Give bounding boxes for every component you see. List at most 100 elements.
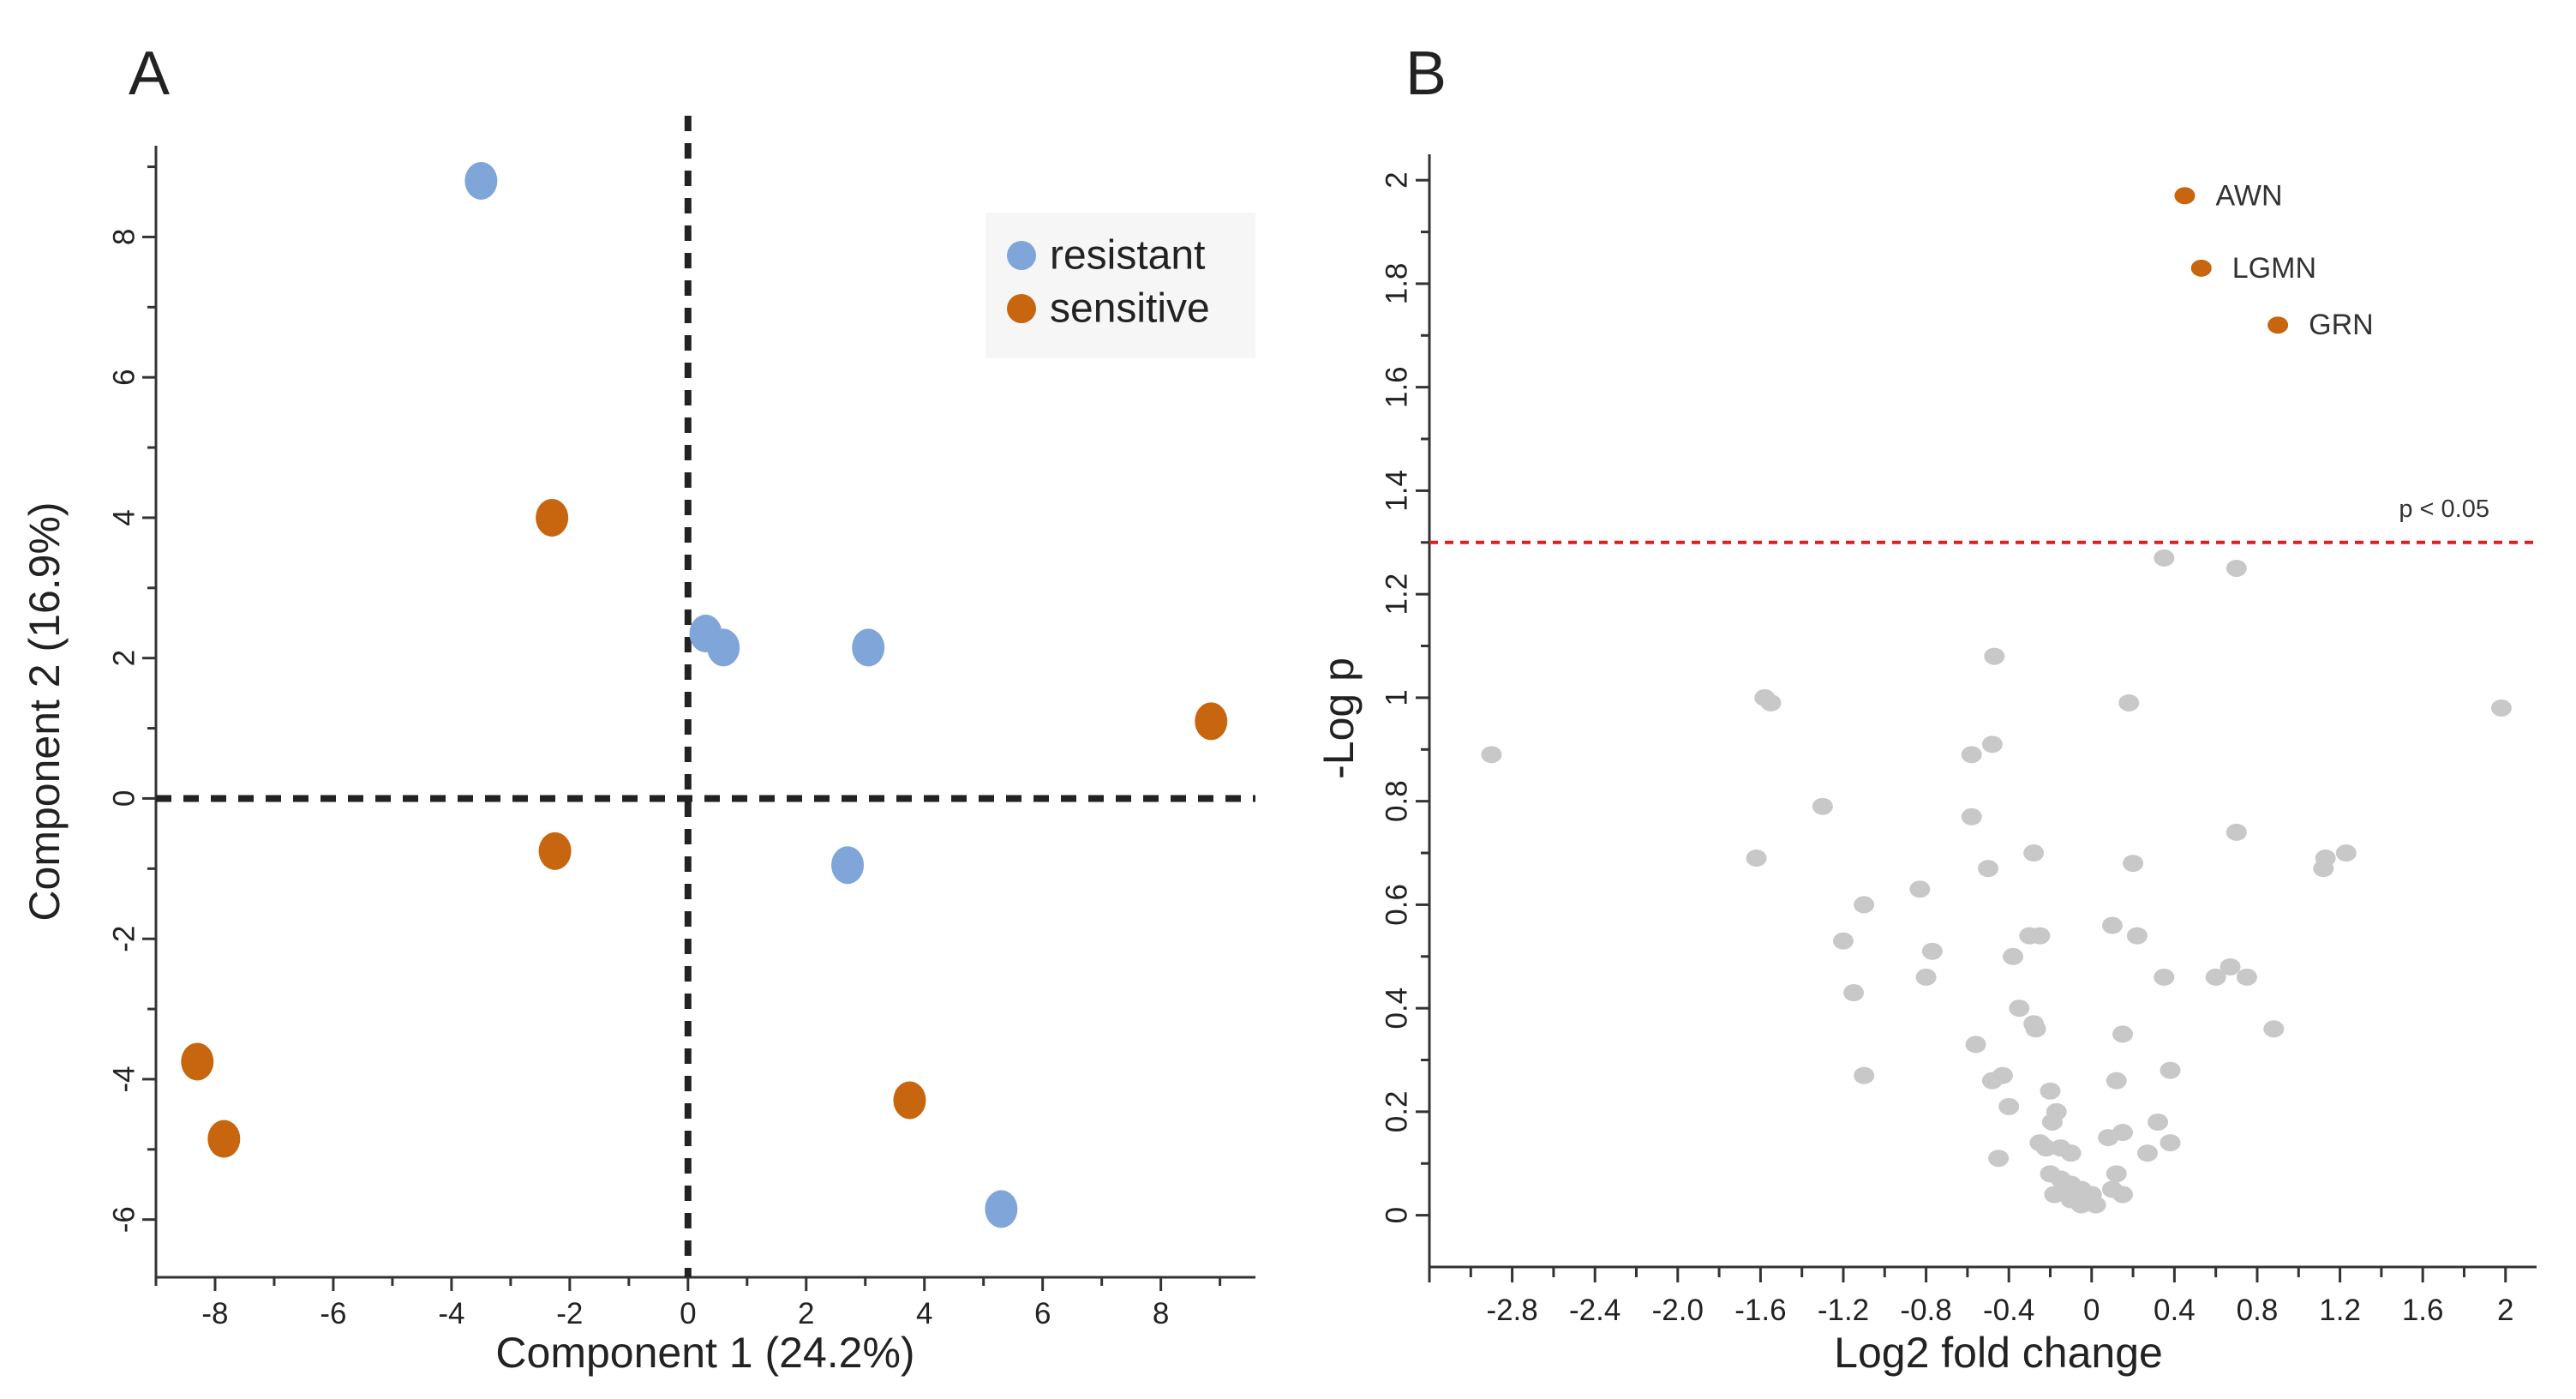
point-resistant xyxy=(831,846,865,885)
point-nonsignificant xyxy=(1760,693,1782,712)
legend-box xyxy=(985,213,1255,358)
point-nonsignificant xyxy=(2160,1061,2181,1079)
point-nonsignificant xyxy=(2154,968,2175,986)
x-tick-label: 4 xyxy=(916,1297,932,1330)
point-sensitive xyxy=(181,1042,214,1081)
point-nonsignificant xyxy=(1921,942,1943,960)
point-significant-lgmn xyxy=(2190,259,2212,277)
point-nonsignificant xyxy=(1915,968,1937,986)
point-nonsignificant xyxy=(1961,808,1982,826)
y-tick-label: 1.4 xyxy=(1381,470,1414,512)
y-tick-label: 4 xyxy=(108,509,141,525)
y-axis-title: Component 2 (16.9%) xyxy=(21,501,69,921)
point-nonsignificant xyxy=(2098,1129,2119,1147)
y-tick-label: 1.6 xyxy=(1381,366,1414,408)
gene-label-grn: GRN xyxy=(2309,309,2374,341)
point-nonsignificant xyxy=(2226,823,2247,841)
point-sensitive xyxy=(893,1081,926,1120)
y-tick-label: 1.2 xyxy=(1381,573,1414,615)
legend-label-sensitive: sensitive xyxy=(1050,286,1210,332)
gene-label-lgmn: LGMN xyxy=(2232,252,2316,285)
panel-letter-a: A xyxy=(129,39,170,108)
x-tick-label: 0.4 xyxy=(2154,1294,2196,1327)
panel-b-volcano-plot: B -2.8 -2.4 -2.0 -1.6 -1.2 -0.8 -0.4 0 0.4 0.8 1.2 1… xyxy=(1315,39,2537,1377)
x-axis-title: Component 1 (24.2%) xyxy=(495,1329,914,1377)
point-nonsignificant xyxy=(2236,968,2257,986)
y-axis-title: -Log p xyxy=(1315,657,1363,779)
gene-label-awn: AWN xyxy=(2215,179,2282,212)
x-tick-label: -0.8 xyxy=(1900,1294,1951,1327)
y-tick-label: -6 xyxy=(108,1206,141,1233)
point-nonsignificant xyxy=(2112,1025,2134,1043)
point-nonsignificant xyxy=(2035,1139,2057,1157)
point-nonsignificant xyxy=(1481,746,1502,764)
x-tick-label: -2 xyxy=(556,1297,583,1330)
point-nonsignificant xyxy=(1981,736,2003,754)
x-tick-label: -1.6 xyxy=(1734,1294,1786,1327)
point-nonsignificant xyxy=(1909,880,1931,898)
point-nonsignificant xyxy=(1961,746,1982,764)
x-tick-label: -0.4 xyxy=(1983,1294,2034,1327)
x-tick-label: -2.4 xyxy=(1569,1294,1620,1327)
point-nonsignificant xyxy=(1988,1150,2010,1168)
point-nonsignificant xyxy=(2009,1000,2030,1018)
y-tick-label: 2 xyxy=(108,650,141,666)
point-nonsignificant xyxy=(2023,844,2045,862)
point-nonsignificant xyxy=(2490,699,2512,717)
point-nonsignificant xyxy=(2220,958,2241,976)
x-tick-label: 0 xyxy=(680,1297,696,1330)
point-resistant xyxy=(707,628,740,667)
point-nonsignificant xyxy=(1812,797,1833,815)
x-tick-label: 1.2 xyxy=(2319,1294,2361,1327)
point-nonsignificant xyxy=(1998,1097,2020,1115)
point-nonsignificant xyxy=(1984,647,2005,665)
legend-marker-resistant xyxy=(1007,241,1036,270)
y-tick-label: 0 xyxy=(1381,1207,1414,1223)
x-tick-label: -6 xyxy=(320,1297,346,1330)
point-nonsignificant xyxy=(1746,850,1767,868)
point-nonsignificant xyxy=(2160,1134,2181,1152)
x-axis-title: Log2 fold change xyxy=(1834,1329,2163,1377)
point-nonsignificant xyxy=(2106,1165,2127,1183)
y-tick-label: 2 xyxy=(1381,171,1414,188)
x-tick-label: 0.8 xyxy=(2237,1294,2279,1327)
x-tick-label: -8 xyxy=(201,1297,228,1330)
point-nonsignificant xyxy=(2056,1180,2077,1198)
x-tick-label: 2 xyxy=(2497,1294,2513,1327)
x-tick-label: -2.0 xyxy=(1652,1294,1704,1327)
point-nonsignificant xyxy=(2315,850,2336,868)
x-tick-label: 0 xyxy=(2083,1294,2100,1327)
x-tick-label: -4 xyxy=(438,1297,464,1330)
point-nonsignificant xyxy=(2003,947,2024,965)
point-nonsignificant xyxy=(2070,1196,2092,1214)
point-nonsignificant xyxy=(2335,844,2357,862)
point-nonsignificant xyxy=(1854,1066,1875,1084)
point-nonsignificant xyxy=(2060,1144,2082,1162)
y-tick-label: -4 xyxy=(108,1066,141,1092)
point-resistant xyxy=(464,161,498,200)
point-nonsignificant xyxy=(1978,860,1999,878)
point-significant-grn xyxy=(2267,316,2289,334)
point-nonsignificant xyxy=(2154,549,2175,567)
y-tick-label: 1.8 xyxy=(1381,263,1414,305)
point-nonsignificant xyxy=(2029,927,2051,945)
panel-letter-b: B xyxy=(1405,39,1447,108)
x-tick-label: -2.8 xyxy=(1486,1294,1537,1327)
point-nonsignificant xyxy=(2148,1113,2169,1131)
panel-a-pca-plot: A -8 -6 -4 -2 0 2 4 6 8 -6 -4 -2 0 2 4 6 8 resistant sensit… xyxy=(21,39,1255,1377)
point-nonsignificant xyxy=(2025,1020,2046,1038)
point-nonsignificant xyxy=(1854,896,1875,914)
y-tick-label: 1 xyxy=(1381,689,1414,706)
x-tick-label: 8 xyxy=(1153,1297,1169,1330)
point-nonsignificant xyxy=(1843,984,1865,1002)
x-tick-label: 2 xyxy=(798,1297,814,1330)
point-nonsignificant xyxy=(2085,1196,2106,1214)
point-nonsignificant xyxy=(2112,1186,2134,1204)
y-tick-label: 0.8 xyxy=(1381,780,1414,822)
x-tick-label: -1.2 xyxy=(1818,1294,1869,1327)
point-nonsignificant xyxy=(2118,693,2140,712)
point-nonsignificant xyxy=(2226,559,2247,577)
point-resistant xyxy=(985,1190,1018,1228)
legend-marker-sensitive xyxy=(1007,294,1036,323)
